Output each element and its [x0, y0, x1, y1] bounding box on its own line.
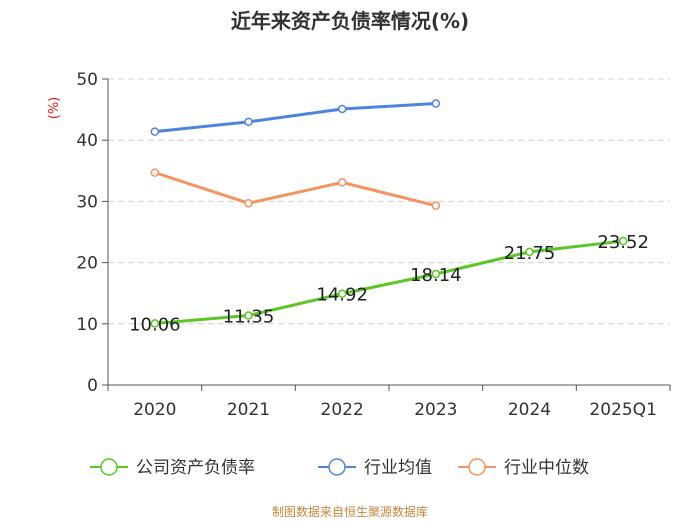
y-axis-ticks: 0 10 20 30 40 50	[76, 70, 109, 396]
series-lines	[150, 99, 628, 328]
data-point	[150, 168, 160, 177]
data-point	[431, 99, 441, 108]
source-note: 制图数据来自恒生聚源数据库	[272, 504, 428, 519]
gridlines	[108, 78, 670, 325]
series-line-1	[154, 101, 436, 134]
data-label: 23.52	[597, 232, 649, 253]
chart-title: 近年来资产负债率情况(%)	[231, 9, 469, 33]
data-labels: 10.06 11.35 14.92 18.14 21.75 23.52	[129, 232, 649, 335]
legend-label: 公司资产负债率	[136, 458, 255, 478]
series-line-2	[154, 171, 437, 208]
legend: 公司资产负债率 行业均值 行业中位数	[90, 458, 589, 478]
data-point	[525, 247, 534, 257]
y-tick-label: 50	[76, 70, 98, 90]
data-point	[244, 311, 253, 320]
x-tick-label: 2020	[133, 400, 176, 420]
data-point	[431, 201, 441, 210]
data-label: 21.75	[504, 243, 556, 264]
data-point	[150, 127, 160, 136]
data-label: 18.14	[410, 265, 462, 286]
data-point	[431, 269, 441, 279]
x-tick-label: 2025Q1	[589, 400, 656, 420]
data-label: 10.06	[129, 314, 181, 335]
data-label: 14.92	[316, 285, 368, 306]
legend-swatch-marker	[100, 458, 118, 476]
x-tick-label: 2023	[414, 400, 457, 420]
y-tick-label: 40	[76, 131, 98, 151]
series-line-0	[154, 239, 624, 325]
y-tick-label: 20	[76, 254, 98, 274]
data-point	[244, 117, 253, 127]
y-tick-label: 30	[76, 192, 98, 212]
data-point	[337, 289, 347, 298]
data-point	[244, 198, 253, 208]
data-point	[618, 236, 628, 246]
x-axis: 2020 2021 2022 2023 2024 2025Q1	[107, 384, 671, 420]
data-label: 11.35	[223, 307, 275, 328]
y-axis-label: (%)	[47, 97, 62, 120]
x-tick-label: 2021	[227, 400, 270, 420]
x-tick-label: 2022	[321, 400, 364, 420]
y-tick-label: 0	[87, 376, 98, 396]
data-point	[337, 104, 347, 114]
legend-label: 行业均值	[364, 458, 432, 478]
data-point	[337, 178, 347, 187]
x-tick-label: 2024	[508, 400, 551, 420]
data-point	[150, 319, 160, 328]
legend-swatch-marker	[468, 458, 486, 476]
legend-label: 行业中位数	[504, 458, 589, 478]
y-tick-label: 10	[76, 315, 98, 335]
legend-swatch-marker	[328, 458, 346, 476]
